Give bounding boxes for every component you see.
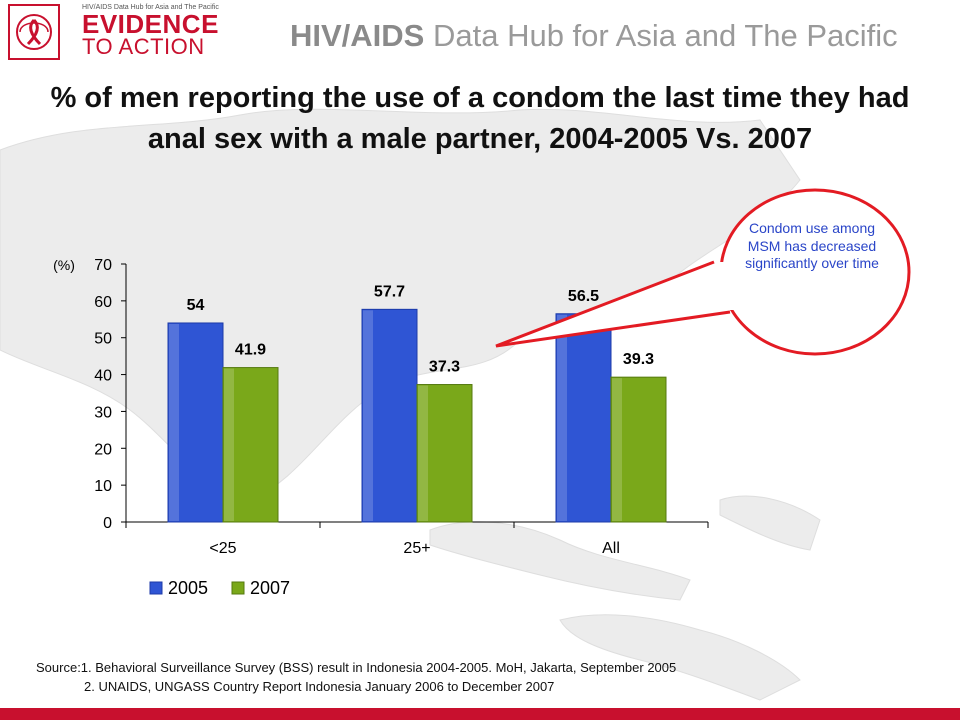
y-tick-label: 70 — [94, 257, 112, 274]
data-label: 41.9 — [235, 342, 266, 359]
bar-2007 — [610, 376, 667, 523]
bar-highlight — [418, 385, 428, 521]
bar-2007 — [416, 384, 473, 523]
bar-2005 — [361, 308, 418, 523]
hub-title-rest: Data Hub for Asia and The Pacific — [432, 18, 898, 53]
x-category-label: All — [602, 540, 620, 557]
y-tick-label: 50 — [94, 331, 112, 348]
hub-title: HIV/AIDS Data Hub for Asia and The Pacif… — [290, 18, 898, 54]
data-label: 56.5 — [568, 288, 599, 305]
x-category-label: <25 — [209, 540, 236, 557]
data-label: 57.7 — [374, 283, 405, 300]
bar-2005 — [167, 322, 224, 523]
chart-title: % of men reporting the use of a condom t… — [50, 82, 910, 155]
y-tick-label: 20 — [94, 441, 112, 458]
bar-highlight — [612, 378, 622, 521]
legend-swatch-2005 — [149, 581, 163, 595]
y-axis-label: (%) — [53, 257, 75, 273]
callout-join — [718, 262, 738, 310]
y-tick-label: 60 — [94, 294, 112, 311]
legend-label: 2007 — [250, 578, 290, 598]
y-tick-label: 40 — [94, 368, 112, 385]
source-line-2: 2. UNAIDS, UNGASS Country Report Indones… — [84, 679, 555, 694]
bar-2007 — [222, 367, 279, 523]
bar-2005 — [555, 313, 612, 523]
bar-highlight — [169, 323, 179, 521]
header-banner: HIV/AIDS Data Hub for Asia and The Pacif… — [0, 0, 960, 72]
source-line-1: Source:1. Behavioral Surveillance Survey… — [36, 660, 677, 675]
un-emblem-logo — [8, 4, 60, 60]
ribbon-emblem-icon — [16, 14, 52, 50]
source-note: Source:1. Behavioral Surveillance Survey… — [36, 658, 676, 696]
y-tick-label: 10 — [94, 478, 112, 495]
x-category-label: 25+ — [403, 540, 430, 557]
callout-text: Condom use among MSM has decreased signi… — [745, 220, 879, 271]
hub-title-bold: HIV/AIDS — [290, 18, 425, 53]
logo-line-2: TO ACTION — [82, 34, 205, 59]
data-label: 37.3 — [429, 359, 460, 376]
y-tick-label: 0 — [103, 515, 112, 532]
y-tick-label: 30 — [94, 404, 112, 421]
legend-label: 2005 — [168, 578, 208, 598]
footer-bar — [0, 708, 960, 720]
evidence-to-action-logo: HIV/AIDS Data Hub for Asia and The Pacif… — [82, 4, 232, 58]
logo-line-1: EVIDENCE — [82, 9, 219, 39]
data-label: 54 — [187, 297, 205, 314]
logo-subtitle: HIV/AIDS Data Hub for Asia and The Pacif… — [82, 4, 219, 11]
legend-swatch-2007 — [231, 581, 245, 595]
bar-highlight — [363, 310, 373, 521]
bar-highlight — [224, 368, 234, 521]
bar-highlight — [557, 314, 567, 521]
callout-pointer — [495, 260, 731, 348]
data-label: 39.3 — [623, 351, 654, 368]
